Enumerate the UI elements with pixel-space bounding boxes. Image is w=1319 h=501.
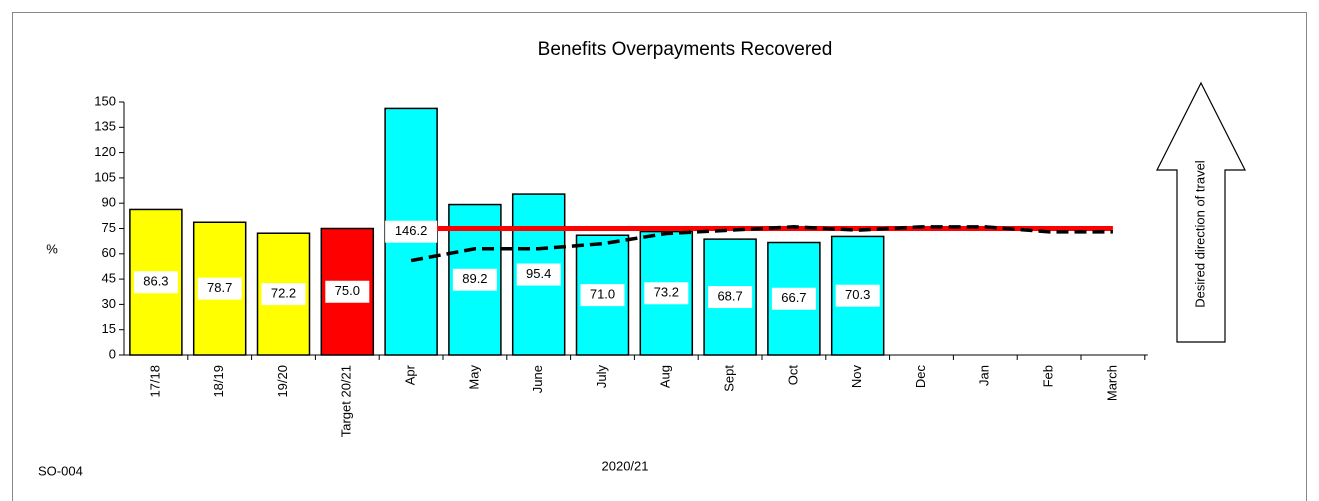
y-tick-label: 135 — [94, 119, 116, 134]
x-tick-label: 18/19 — [211, 365, 226, 398]
x-tick-label: Feb — [1041, 365, 1056, 387]
value-label: 72.2 — [271, 286, 296, 301]
value-label-box — [385, 220, 438, 243]
x-tick-label: Apr — [403, 364, 418, 385]
arrow-annotation: Desired direction of travel — [1192, 160, 1207, 308]
value-label: 73.2 — [654, 285, 679, 300]
y-tick-label: 0 — [109, 346, 116, 361]
value-label: 70.3 — [845, 287, 870, 302]
value-label-box — [516, 263, 561, 286]
x-tick-label: March — [1104, 365, 1119, 401]
value-label: 95.4 — [526, 266, 551, 281]
value-label: 146.2 — [395, 223, 428, 238]
trend-line — [410, 225, 1113, 263]
footnote: SO-004 — [38, 463, 83, 478]
value-label-box — [325, 280, 370, 303]
value-label-box — [261, 283, 306, 306]
y-tick-label: 60 — [102, 245, 116, 260]
y-tick-label: 45 — [102, 271, 116, 286]
value-label-box — [771, 287, 816, 310]
y-tick-label: 15 — [102, 321, 116, 336]
value-label-box — [452, 268, 497, 291]
x-tick-label: Sept — [722, 365, 737, 392]
direction-arrow — [1156, 81, 1246, 343]
value-label-box — [644, 282, 689, 305]
y-tick-label: 120 — [94, 144, 116, 159]
x-tick-label: July — [594, 365, 609, 389]
value-label: 86.3 — [143, 274, 168, 289]
y-tick-label: 150 — [94, 93, 116, 108]
value-label: 75.0 — [335, 283, 360, 298]
y-tick-label: 90 — [102, 195, 116, 210]
x-tick-label: Aug — [658, 365, 673, 388]
y-axis-label: % — [46, 241, 58, 256]
value-label: 78.7 — [207, 280, 232, 295]
chart-title: Benefits Overpayments Recovered — [538, 39, 833, 60]
x-tick-label: Jan — [977, 365, 992, 386]
value-label: 71.0 — [590, 287, 615, 302]
x-tick-label: Dec — [913, 365, 928, 389]
y-tick-label: 105 — [94, 169, 116, 184]
value-label-box — [835, 284, 880, 307]
value-label-box — [197, 277, 242, 300]
y-tick-label: 75 — [102, 220, 116, 235]
value-label-box — [133, 271, 178, 294]
x-tick-label: Oct — [785, 365, 800, 386]
value-label: 68.7 — [717, 289, 742, 304]
value-label: 89.2 — [462, 271, 487, 286]
x-axis-label: 2020/21 — [602, 458, 649, 473]
x-tick-label: May — [466, 365, 481, 390]
x-tick-label: 19/20 — [275, 365, 290, 398]
value-label-box — [580, 284, 625, 307]
x-tick-label: 17/18 — [147, 365, 162, 398]
x-tick-label: June — [530, 365, 545, 393]
value-label-box — [708, 286, 753, 309]
x-tick-label: Nov — [849, 365, 864, 389]
x-tick-label: Target 20/21 — [339, 365, 354, 437]
y-tick-label: 30 — [102, 296, 116, 311]
value-label: 66.7 — [781, 290, 806, 305]
